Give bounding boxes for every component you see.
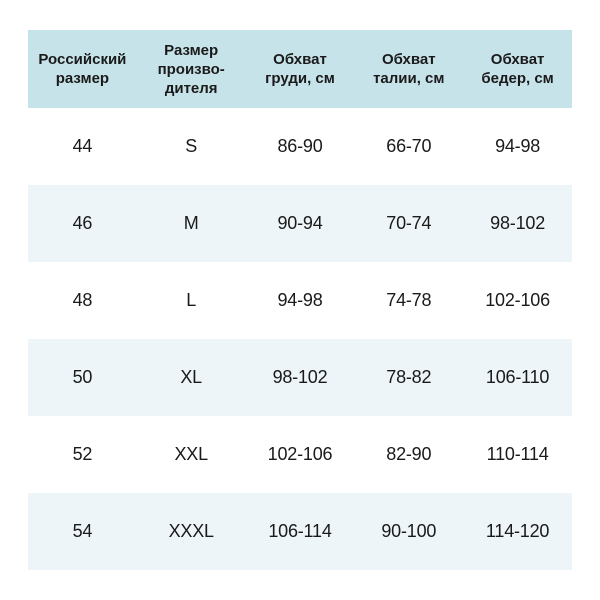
table-row-1: 46 M 90-94 70-74 98-102 [28, 185, 572, 262]
table-cell: 66-70 [386, 136, 432, 156]
table-cell: 52 [72, 444, 93, 464]
table-cell: S [185, 136, 198, 156]
header-row: Российский размер Размер произво-дителя Об… [28, 30, 572, 108]
column-header-3: Обхват талии, см [373, 51, 445, 87]
table-cell: 106-110 [485, 367, 550, 387]
table-cell: 44 [72, 136, 93, 156]
table-cell: XXL [174, 444, 208, 464]
table-cell: XXXL [168, 521, 214, 541]
column-header-4: Обхват бедер, см [481, 51, 554, 87]
table-cell: 106-114 [268, 521, 332, 541]
size-table-header: Российский размер Размер произво-дителя Об… [28, 30, 572, 108]
table-row-3: 50 XL 98-102 78-82 106-110 [28, 339, 572, 416]
table-cell: 102-106 [485, 290, 550, 310]
table-cell: 48 [72, 290, 93, 310]
table-cell: 94-98 [495, 136, 541, 156]
table-row-5: 54 XXXL 106-114 90-100 114-120 [28, 493, 572, 570]
table-cell: 50 [72, 367, 93, 387]
column-header-0: Российский размер [38, 51, 127, 87]
table-cell: XL [180, 367, 202, 387]
table-cell: 98-102 [490, 213, 546, 233]
table-cell: 102-106 [267, 444, 333, 464]
column-header-2: Обхват груди, см [265, 51, 335, 87]
table-row-0: 44 S 86-90 66-70 94-98 [28, 108, 572, 185]
table-cell: M [183, 213, 199, 233]
size-table: Российский размер Размер произво-дителя Об… [28, 30, 572, 570]
table-cell: 94-98 [277, 290, 323, 310]
table-cell: 74-78 [386, 290, 432, 310]
size-table-body: 44 S 86-90 66-70 94-98 46 M 90-94 70-74 98-102 48 L… [28, 108, 572, 570]
table-cell: 110-114 [486, 444, 549, 464]
column-header-1: Размер произво-дителя [157, 41, 225, 97]
table-cell: 78-82 [386, 367, 432, 387]
table-cell: 114-120 [485, 521, 550, 541]
table-cell: 98-102 [272, 367, 328, 387]
table-cell: 90-94 [277, 213, 323, 233]
table-row-2: 48 L 94-98 74-78 102-106 [28, 262, 572, 339]
table-cell: 90-100 [381, 521, 437, 541]
table-cell: 70-74 [386, 213, 432, 233]
table-cell: 86-90 [277, 136, 323, 156]
table-row-4: 52 XXL 102-106 82-90 110-114 [28, 416, 572, 493]
table-cell: L [186, 290, 197, 310]
table-cell: 46 [72, 213, 93, 233]
table-cell: 54 [72, 521, 93, 541]
table-cell: 82-90 [386, 444, 432, 464]
